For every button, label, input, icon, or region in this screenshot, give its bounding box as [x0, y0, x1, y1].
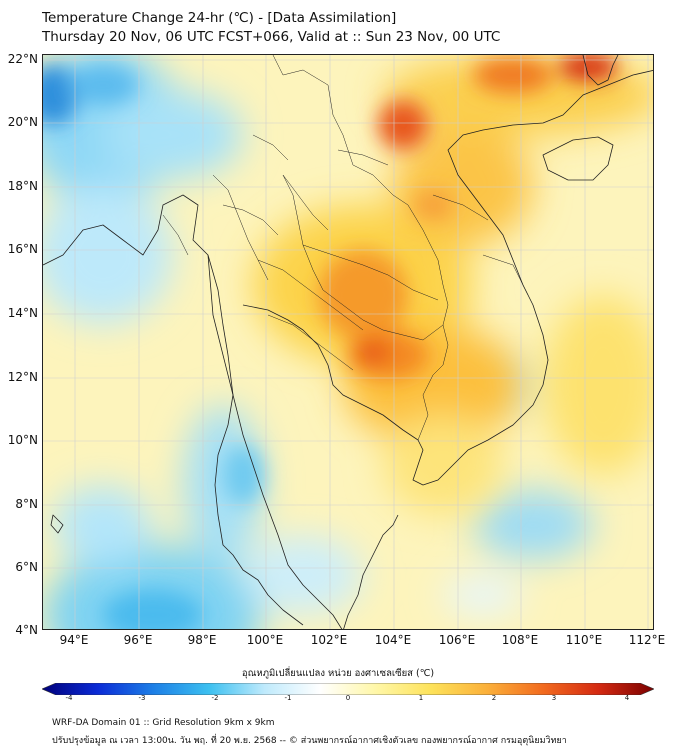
colorbar-tick: 0 — [345, 694, 351, 702]
cooling-cores — [43, 65, 263, 629]
lon-tick: 104°E — [374, 633, 412, 647]
lat-tick: 20°N — [7, 115, 38, 129]
lon-tick: 100°E — [246, 633, 284, 647]
footer-credit: ปรับปรุงข้อมูล ณ เวลา 13:00น. วัน พฤ. ที… — [52, 736, 567, 746]
lon-tick: 106°E — [438, 633, 476, 647]
lat-tick: 12°N — [7, 370, 38, 384]
colorbar-tick: -1 — [284, 694, 292, 702]
colorbar-tick: 4 — [624, 694, 630, 702]
warming-cores — [318, 55, 618, 380]
lon-tick: 112°E — [628, 633, 666, 647]
temperature-field-map — [43, 55, 653, 629]
map-panel — [42, 54, 654, 630]
lon-tick: 98°E — [187, 633, 217, 647]
borders — [162, 55, 529, 441]
lat-tick: 16°N — [7, 242, 38, 256]
colorbar-label: อุณหภูมิเปลี่ยนแปลง หน่วย องศาเซลเซียส (… — [241, 668, 435, 679]
title-line-1: Temperature Change 24-hr (℃) - [Data Ass… — [42, 10, 397, 26]
colorbar-tick: -4 — [65, 694, 73, 702]
lat-tick: 18°N — [7, 179, 38, 193]
lat-tick: 8°N — [15, 497, 38, 511]
title-line-2: Thursday 20 Nov, 06 UTC FCST+066, Valid … — [42, 29, 501, 45]
colorbar-tick: 1 — [418, 694, 424, 702]
colorbar-tick: 3 — [551, 694, 557, 702]
lat-tick: 10°N — [7, 433, 38, 447]
lon-tick: 110°E — [565, 633, 603, 647]
colorbar — [41, 680, 655, 696]
lat-tick: 4°N — [15, 623, 38, 637]
lon-tick: 108°E — [501, 633, 539, 647]
lat-tick: 22°N — [7, 52, 38, 66]
colorbar-tick: 2 — [491, 694, 497, 702]
lon-tick: 94°E — [59, 633, 89, 647]
lat-tick: 6°N — [15, 560, 38, 574]
graticule — [43, 55, 653, 629]
colorbar-tick: -2 — [211, 694, 219, 702]
footer-model-info: WRF-DA Domain 01 :: Grid Resolution 9km … — [52, 718, 275, 728]
lon-tick: 102°E — [310, 633, 348, 647]
lat-tick: 14°N — [7, 306, 38, 320]
colorbar-tick: -3 — [138, 694, 146, 702]
lon-tick: 96°E — [123, 633, 153, 647]
map-title: Temperature Change 24-hr (℃) - [Data Ass… — [42, 9, 500, 47]
